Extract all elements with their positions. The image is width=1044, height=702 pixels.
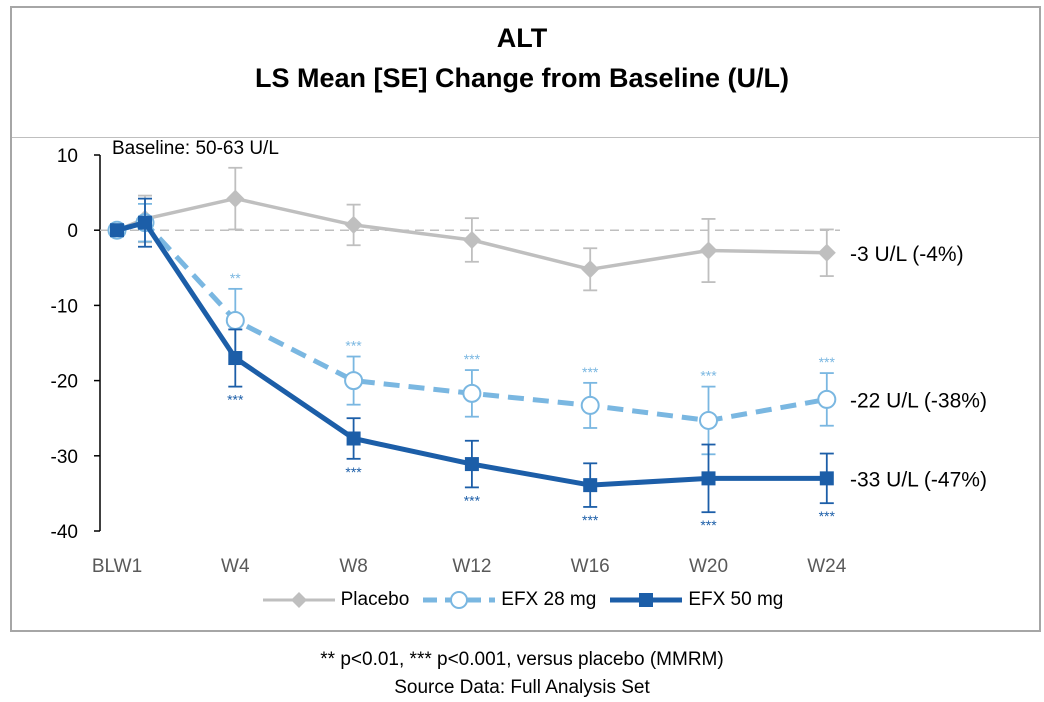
data-point-efx50 (228, 351, 243, 366)
x-tick-label: W24 (807, 556, 847, 577)
data-point-placebo (699, 241, 718, 260)
significance-label-efx50: *** (345, 464, 362, 480)
significance-label-efx28: *** (345, 338, 362, 354)
significance-label-efx28: *** (700, 368, 717, 384)
data-point-efx28 (817, 389, 837, 409)
data-point-placebo (344, 215, 363, 234)
x-tick-label: BLW1 (92, 556, 142, 577)
data-point-efx50 (583, 478, 598, 493)
significance-label-efx50: *** (700, 517, 717, 533)
significance-label-efx28: ** (230, 270, 241, 286)
baseline-annotation: Baseline: 50-63 U/L (112, 138, 279, 159)
significance-label-efx28: *** (819, 354, 836, 370)
series-line-efx50 (116, 220, 827, 488)
chart-subtitle: LS Mean [SE] Change from Baseline (U/L) (254, 63, 790, 93)
y-tick-label: 10 (57, 146, 78, 167)
data-point-placebo (462, 230, 481, 249)
y-tick-label: -30 (51, 447, 78, 468)
legend-label-efx28: EFX 28 mg (501, 589, 597, 610)
end-label-efx50: -33 U/L (-47%) (850, 468, 987, 491)
x-tick-label: W8 (339, 556, 368, 577)
end-label-placebo: -3 U/L (-4%) (850, 243, 964, 266)
data-point-efx50 (464, 457, 479, 472)
data-point-efx50 (110, 223, 124, 238)
series-line-placebo (116, 196, 827, 272)
data-point-efx28 (462, 383, 482, 403)
footnote-source: Source Data: Full Analysis Set (394, 677, 650, 698)
significance-label-efx50: *** (464, 492, 481, 508)
data-point-efx50 (701, 471, 716, 486)
data-point-efx28 (225, 310, 245, 330)
x-tick-label: W20 (689, 556, 728, 577)
legend-item-efx50: EFX 50 mg (608, 589, 783, 611)
legend-item-placebo: Placebo (261, 589, 410, 611)
data-point-efx50 (346, 431, 361, 446)
legend-marker-placebo (262, 592, 335, 608)
plot-top-border (12, 137, 1039, 138)
significance-label-efx28: *** (464, 351, 481, 367)
x-tick-label: W16 (571, 556, 610, 577)
data-point-placebo (226, 189, 245, 208)
data-point-efx28 (580, 395, 600, 415)
data-point-efx28 (699, 410, 718, 430)
series-line-efx28 (116, 220, 828, 423)
legend-marker-efx28 (423, 591, 496, 609)
data-point-placebo (581, 260, 600, 279)
legend: Placebo EFX 28 mg EFX 50 mg (0, 587, 1044, 613)
significance-label-efx50: *** (227, 392, 244, 408)
data-point-efx50 (138, 215, 152, 230)
data-point-placebo (817, 243, 836, 262)
end-label-efx28: -22 U/L (-38%) (850, 389, 987, 412)
y-tick-label: -10 (51, 296, 78, 317)
data-point-efx28 (344, 371, 364, 391)
legend-label-efx50: EFX 50 mg (688, 589, 784, 610)
y-tick-label: -20 (51, 372, 78, 393)
y-tick-label: 0 (67, 221, 78, 242)
x-tick-label: W4 (221, 556, 250, 577)
y-tick-label: -40 (51, 522, 78, 543)
legend-label-placebo: Placebo (340, 589, 410, 610)
legend-item-efx28: EFX 28 mg (421, 589, 596, 611)
chart-title: ALT (496, 23, 548, 53)
significance-label-efx28: *** (582, 364, 599, 380)
legend-marker-efx50 (610, 593, 683, 607)
data-point-efx50 (819, 471, 834, 486)
x-tick-label: W12 (452, 556, 491, 577)
footnote-significance: ** p<0.01, *** p<0.001, versus placebo (… (320, 649, 724, 670)
significance-label-efx50: *** (819, 508, 836, 524)
chart-frame (10, 6, 1041, 632)
significance-label-efx50: *** (582, 512, 599, 528)
